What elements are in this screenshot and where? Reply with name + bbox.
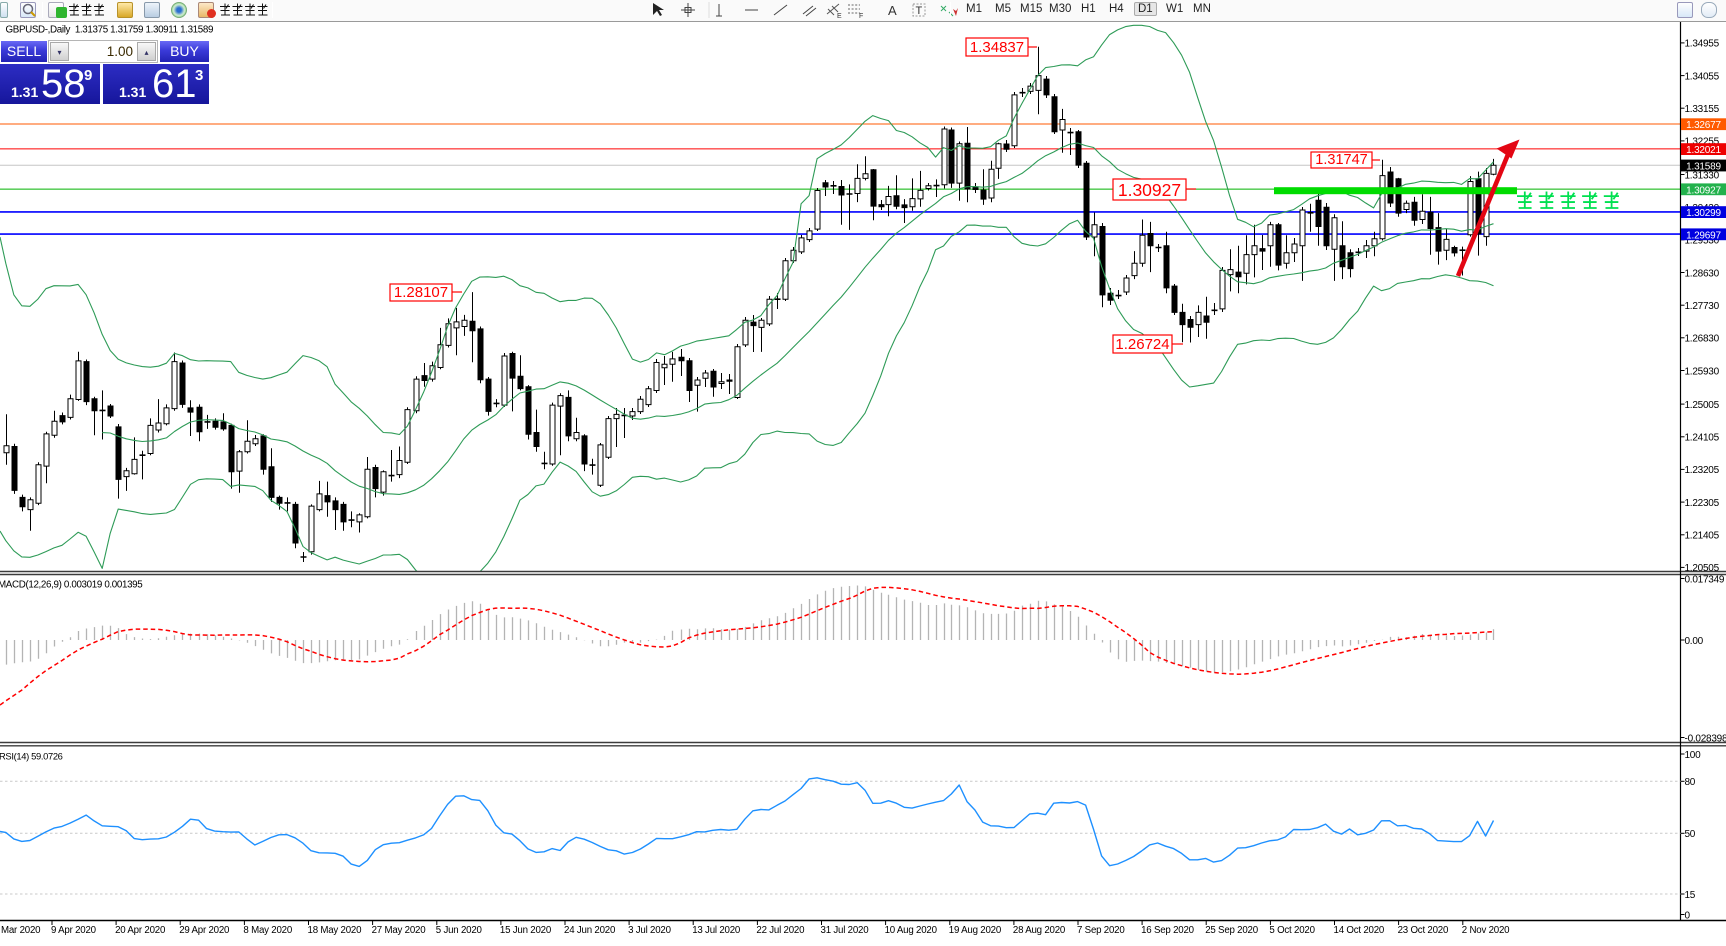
svg-text:1.24105: 1.24105	[1685, 433, 1720, 444]
svg-text:14 Oct 2020: 14 Oct 2020	[1334, 925, 1385, 936]
svg-text:19 Aug 2020: 19 Aug 2020	[949, 925, 1002, 936]
svg-text:0.017349: 0.017349	[1685, 574, 1725, 585]
svg-text:20 Apr 2020: 20 Apr 2020	[115, 925, 166, 936]
svg-text:24 Jun 2020: 24 Jun 2020	[564, 925, 616, 936]
svg-text:1.23205: 1.23205	[1685, 465, 1720, 476]
svg-text:1.34837: 1.34837	[970, 39, 1024, 56]
svg-text:1.27730: 1.27730	[1685, 301, 1720, 312]
svg-text:80: 80	[1685, 777, 1696, 788]
svg-text:27 May 2020: 27 May 2020	[372, 925, 427, 936]
svg-text:0.00: 0.00	[1685, 636, 1704, 647]
svg-text:1.21405: 1.21405	[1685, 531, 1720, 542]
svg-text:RSI(14) 59.0726: RSI(14) 59.0726	[0, 751, 63, 762]
svg-text:0: 0	[1685, 910, 1691, 921]
svg-text:15: 15	[1685, 890, 1696, 901]
svg-text:1.30927: 1.30927	[1686, 185, 1721, 196]
svg-text:-0.028398: -0.028398	[1685, 733, 1726, 744]
svg-text:1.34955: 1.34955	[1685, 39, 1720, 50]
svg-text:Mar 2020: Mar 2020	[1, 925, 41, 936]
svg-text:1.31589: 1.31589	[1686, 162, 1721, 173]
svg-text:1.28107: 1.28107	[394, 284, 448, 301]
svg-text:1.33155: 1.33155	[1685, 104, 1720, 115]
svg-text:T: T	[916, 5, 923, 17]
svg-text:1.22305: 1.22305	[1685, 498, 1720, 509]
svg-text:18 May 2020: 18 May 2020	[308, 925, 363, 936]
svg-text:1.20505: 1.20505	[1685, 563, 1720, 574]
svg-text:1.32021: 1.32021	[1686, 145, 1721, 156]
svg-text:100: 100	[1685, 750, 1702, 761]
svg-text:8 May 2020: 8 May 2020	[243, 925, 292, 936]
svg-text:1.32677: 1.32677	[1686, 120, 1721, 131]
svg-text:MACD(12,26,9) 0.003019 0.00139: MACD(12,26,9) 0.003019 0.001395	[0, 579, 143, 590]
svg-text:25 Sep 2020: 25 Sep 2020	[1205, 925, 1259, 936]
svg-text:1.26830: 1.26830	[1685, 334, 1720, 345]
svg-text:1.29697: 1.29697	[1686, 230, 1721, 241]
svg-text:23 Oct 2020: 23 Oct 2020	[1398, 925, 1449, 936]
svg-text:E: E	[837, 13, 842, 20]
svg-text:9 Apr 2020: 9 Apr 2020	[51, 925, 97, 936]
svg-text:50: 50	[1685, 829, 1696, 840]
svg-text:7 Sep 2020: 7 Sep 2020	[1077, 925, 1125, 936]
svg-text:28 Aug 2020: 28 Aug 2020	[1013, 925, 1066, 936]
svg-text:15 Jun 2020: 15 Jun 2020	[500, 925, 552, 936]
svg-text:GBPUSD-,Daily 1.31375 1.31759: GBPUSD-,Daily 1.31375 1.31759 1.30911 1.…	[6, 24, 214, 35]
svg-text:16 Sep 2020: 16 Sep 2020	[1141, 925, 1195, 936]
svg-text:1.31747: 1.31747	[1315, 152, 1367, 168]
svg-text:13 Jul 2020: 13 Jul 2020	[692, 925, 741, 936]
svg-text:1.34055: 1.34055	[1685, 71, 1720, 82]
svg-text:10 Aug 2020: 10 Aug 2020	[885, 925, 938, 936]
svg-text:1.25005: 1.25005	[1685, 400, 1720, 411]
svg-text:1.26724: 1.26724	[1115, 336, 1169, 353]
svg-text:A: A	[888, 3, 897, 18]
svg-text:1.30927: 1.30927	[1118, 180, 1181, 200]
svg-text:22 Jul 2020: 22 Jul 2020	[756, 925, 805, 936]
svg-text:29 Apr 2020: 29 Apr 2020	[179, 925, 230, 936]
svg-text:F: F	[859, 13, 863, 20]
svg-text:3 Jul 2020: 3 Jul 2020	[628, 925, 672, 936]
svg-text:2 Nov 2020: 2 Nov 2020	[1462, 925, 1510, 936]
svg-text:1.28630: 1.28630	[1685, 268, 1720, 279]
svg-text:31 Jul 2020: 31 Jul 2020	[821, 925, 870, 936]
svg-text:5 Oct 2020: 5 Oct 2020	[1269, 925, 1315, 936]
svg-text:1.25930: 1.25930	[1685, 366, 1720, 377]
svg-text:5 Jun 2020: 5 Jun 2020	[436, 925, 483, 936]
svg-text:1.30299: 1.30299	[1686, 208, 1721, 219]
